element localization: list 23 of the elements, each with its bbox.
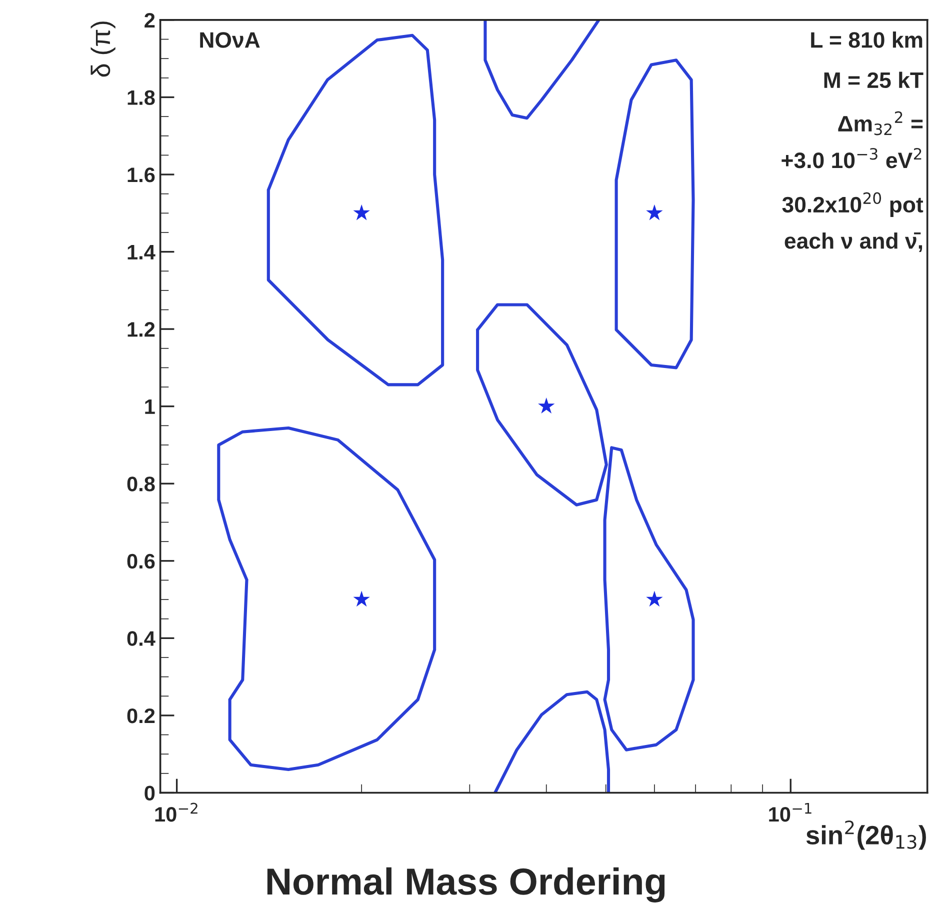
y-tick-label: 0.2 xyxy=(127,708,155,724)
y-tick-label: 0.4 xyxy=(127,631,156,646)
annotation: 30.2x10$^{20}$ pot xyxy=(782,192,924,217)
annotation: L = 810 km xyxy=(811,32,922,48)
y-tick-label: 1.2 xyxy=(128,322,155,337)
x-tick-label: 10$^{−2}$ xyxy=(155,802,198,822)
y-tick-label: 0.6 xyxy=(127,554,155,569)
y-tick-label: 0 xyxy=(144,786,155,800)
y-tick-label: 1 xyxy=(145,400,155,414)
x-tick-label: 10$^{−1}$ xyxy=(769,802,812,822)
annotation: NOνA xyxy=(200,32,260,48)
annotation: each ν and ν̄, xyxy=(784,232,922,252)
y-tick-label: 1.4 xyxy=(128,245,156,260)
annotation: M = 25 kT xyxy=(824,72,924,88)
text: Normal Mass Ordering xyxy=(267,867,665,902)
annotation: Δm$_{32}$$^{2}$ = xyxy=(838,111,923,136)
y-tick-label: 0.8 xyxy=(127,476,155,492)
y-axis-title: δ (π) xyxy=(90,22,116,77)
y-tick-label: 1.8 xyxy=(128,90,155,105)
y-tick-label: 1.6 xyxy=(128,168,155,182)
annotation: +3.0 10$^{−3}$ eV$^{2}$ xyxy=(782,148,922,168)
y-tick-label: 2 xyxy=(144,12,155,28)
x-axis-title: sin$^{2}$(2θ$_{13}$) xyxy=(806,820,926,850)
